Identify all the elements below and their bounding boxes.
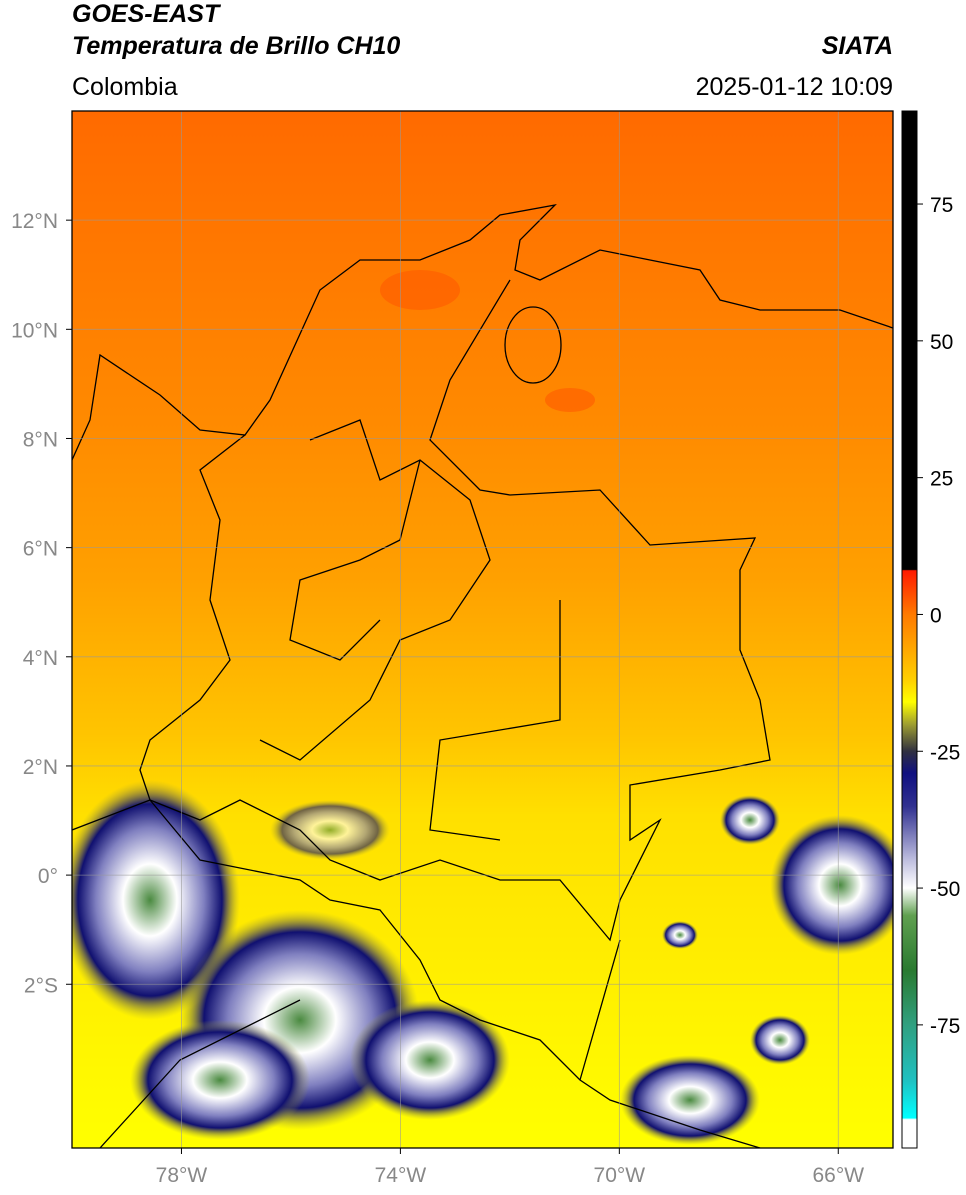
- x-tick-label: 78°W: [156, 1164, 208, 1187]
- x-tick-label: 70°W: [594, 1164, 646, 1187]
- y-tick-label: 12°N: [11, 210, 58, 233]
- y-tick-label: 10°N: [11, 319, 58, 342]
- x-tick-label: 66°W: [812, 1164, 864, 1187]
- datetime: 2025-01-12 10:09: [696, 73, 893, 101]
- colorbar-tick-label: 0: [930, 604, 942, 627]
- map-frame: [71, 110, 894, 1149]
- map-image: [72, 111, 893, 1148]
- source: SIATA: [822, 32, 893, 60]
- y-tick-label: 8°N: [23, 428, 58, 451]
- grid: [72, 111, 893, 1148]
- y-tick-label: 0°: [38, 865, 58, 888]
- colorbar-tick-label: -75: [930, 1015, 960, 1038]
- colorbar-tick-label: 25: [930, 468, 953, 491]
- colorbar-tick-label: -50: [930, 878, 960, 901]
- title-line2: Temperatura de Brillo CH10: [72, 32, 400, 60]
- y-tick-label: 2°S: [24, 974, 58, 997]
- x-tick-label: 74°W: [375, 1164, 427, 1187]
- colorbar-tick-label: 50: [930, 331, 953, 354]
- y-tick-label: 4°N: [23, 647, 58, 670]
- title-line1: GOES-EAST: [72, 0, 222, 28]
- y-tick-label: 6°N: [23, 538, 58, 561]
- colorbar-tick-label: 75: [930, 194, 953, 217]
- region: Colombia: [72, 73, 178, 101]
- colorbar: [901, 110, 918, 1149]
- colorbar-tick-label: -25: [930, 741, 960, 764]
- y-tick-label: 2°N: [23, 756, 58, 779]
